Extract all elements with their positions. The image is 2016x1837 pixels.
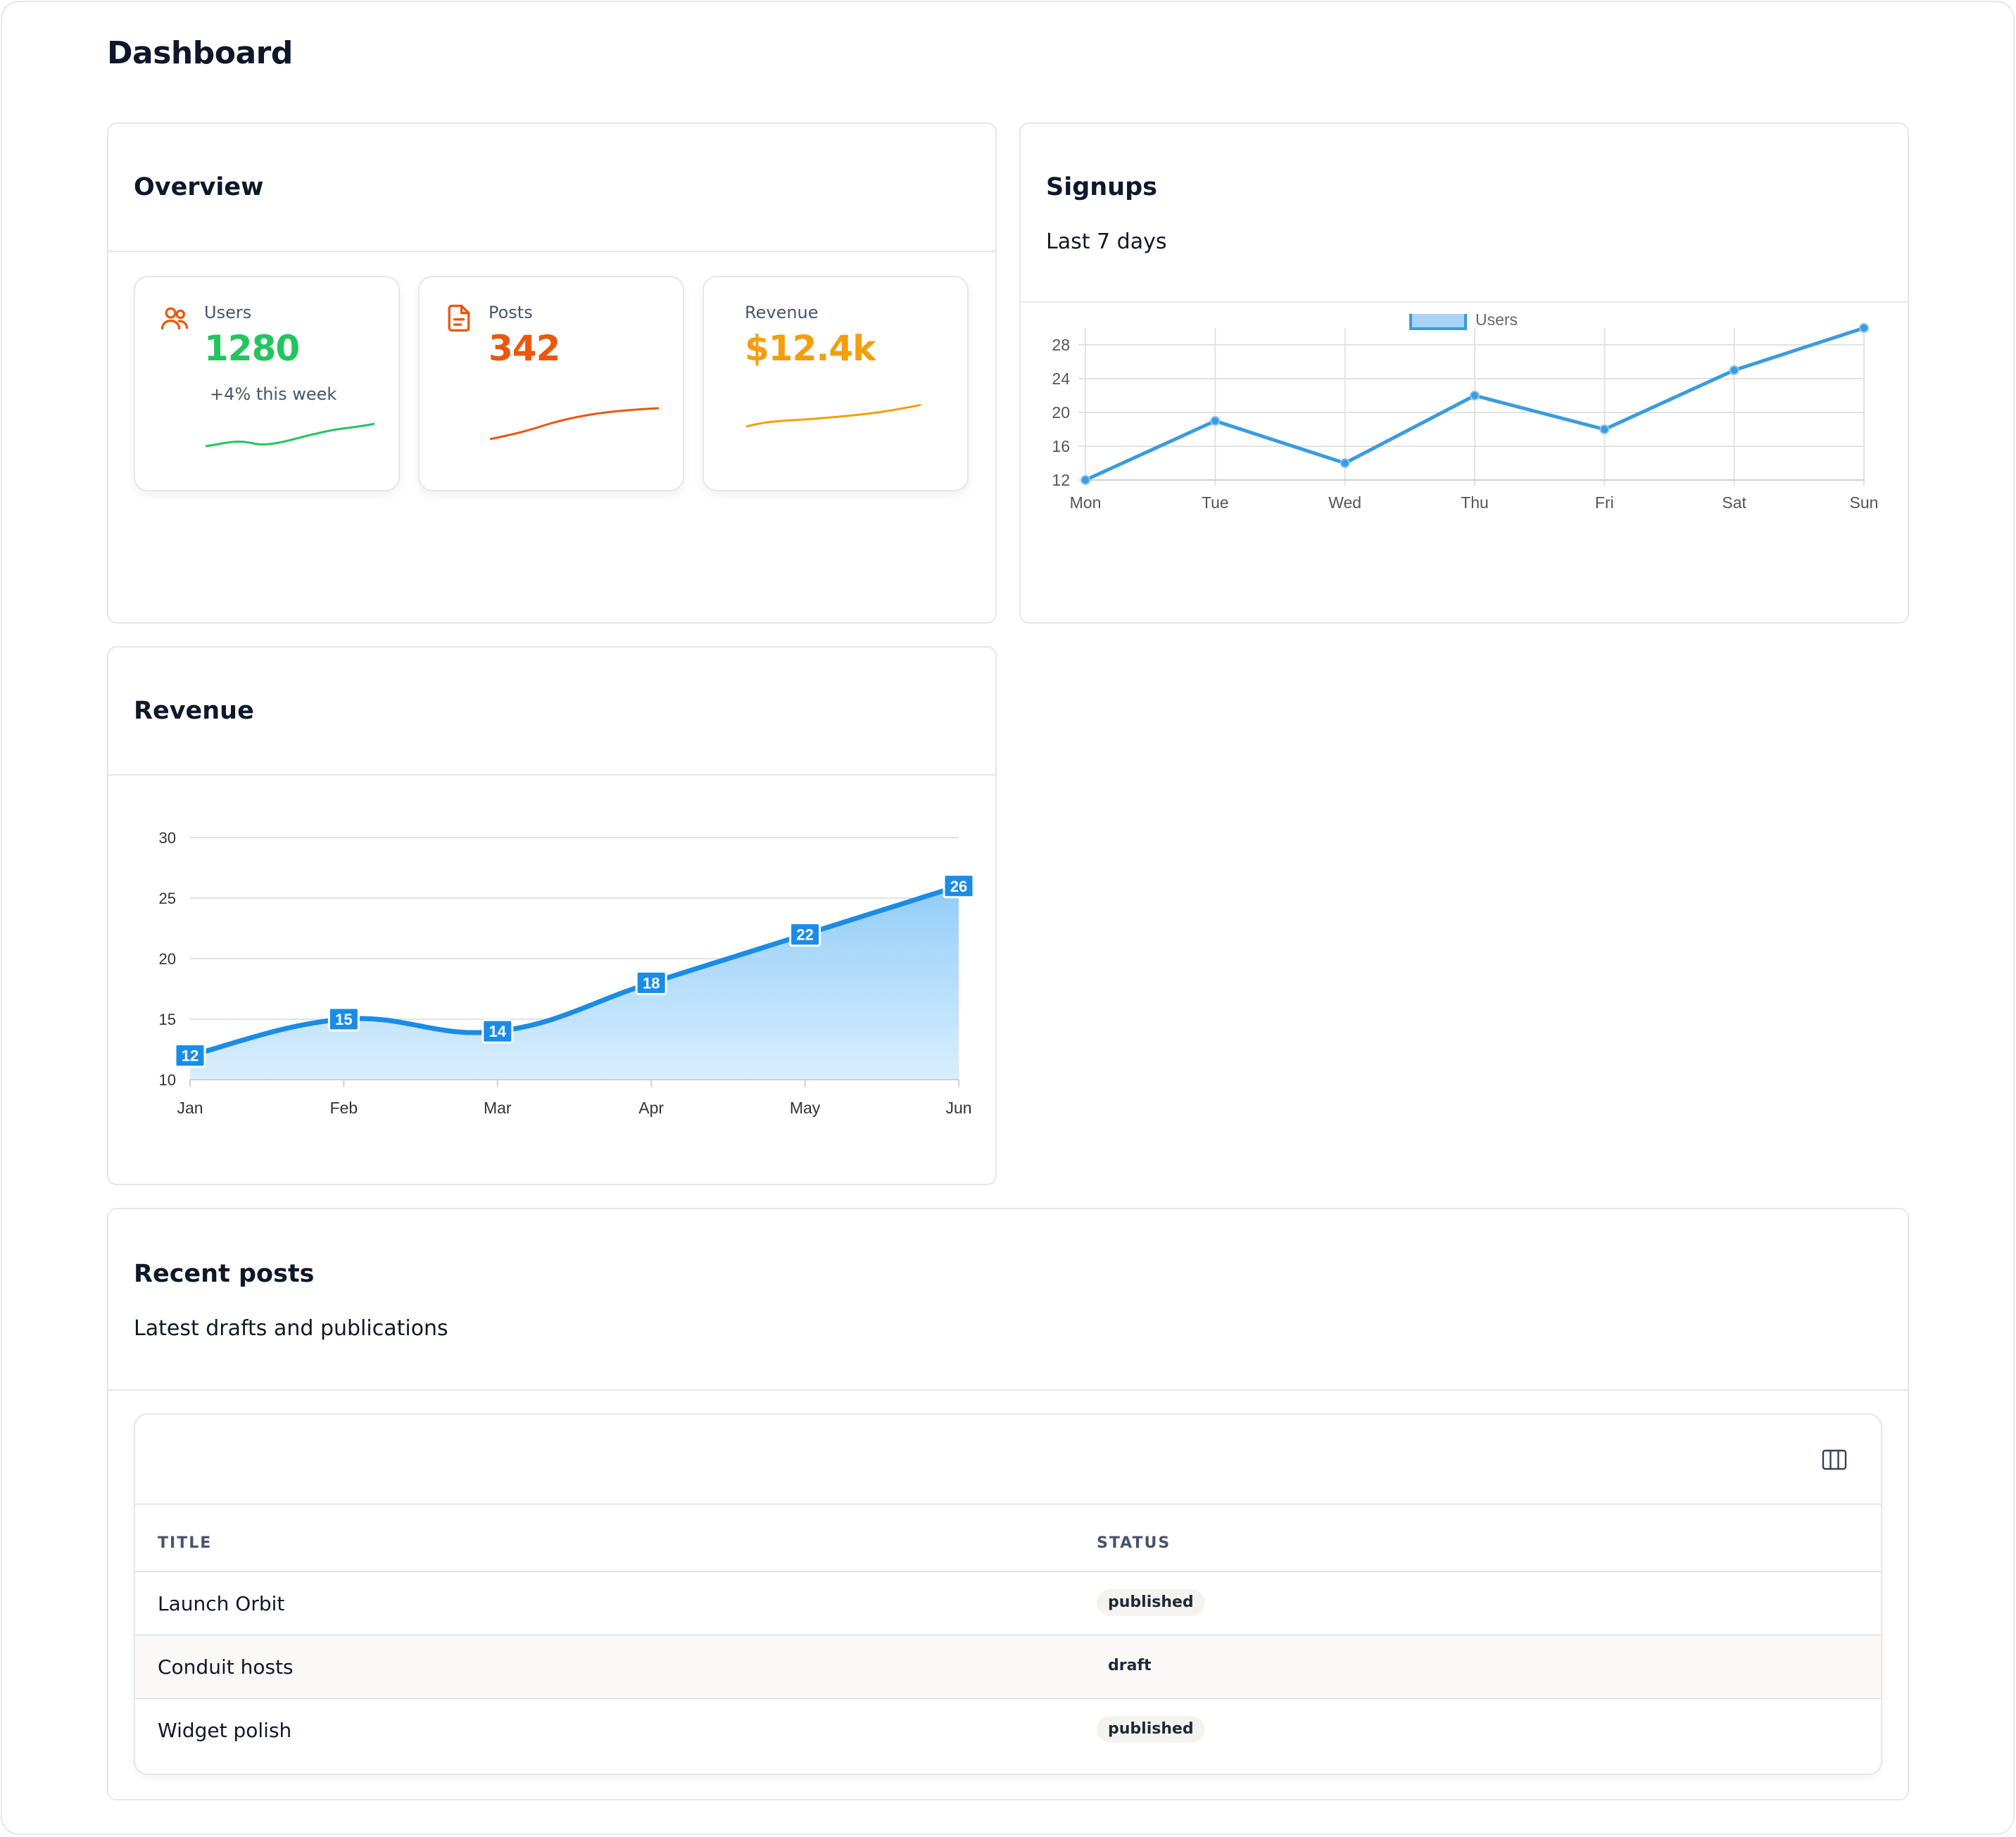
users-icon bbox=[160, 307, 189, 330]
revenue-divider bbox=[108, 774, 995, 776]
data-point bbox=[1599, 424, 1610, 434]
y-tick-label: 28 bbox=[1052, 336, 1070, 354]
y-tick-label: 20 bbox=[1052, 403, 1070, 422]
stat-label-posts: Posts bbox=[489, 303, 533, 322]
recent-posts-title: Recent posts bbox=[134, 1260, 315, 1288]
data-point bbox=[1470, 391, 1480, 400]
post-title: Launch Orbit bbox=[158, 1592, 285, 1615]
stat-value-users: 1280 bbox=[204, 328, 300, 369]
x-tick-label: Mon bbox=[1070, 493, 1102, 512]
status-badge: published bbox=[1097, 1589, 1205, 1616]
table-row[interactable]: Conduit hosts draft bbox=[135, 1634, 1881, 1698]
y-tick-label: 20 bbox=[159, 950, 176, 968]
y-tick-label: 16 bbox=[1052, 437, 1070, 455]
y-tick-label: 15 bbox=[159, 1011, 176, 1028]
x-tick-label: Thu bbox=[1461, 493, 1489, 512]
y-tick-label: 10 bbox=[159, 1071, 176, 1089]
data-point bbox=[1210, 416, 1221, 426]
status-badge: published bbox=[1097, 1716, 1205, 1743]
data-label: 18 bbox=[643, 974, 660, 992]
x-tick-label: Sat bbox=[1722, 493, 1746, 512]
data-point bbox=[1729, 365, 1739, 375]
recent-posts-divider bbox=[108, 1389, 1908, 1391]
data-label-bg bbox=[635, 970, 667, 995]
revenue-title: Revenue bbox=[134, 697, 254, 725]
x-tick-label: Jun bbox=[945, 1099, 971, 1117]
overview-title: Overview bbox=[134, 173, 264, 201]
y-tick-label: 24 bbox=[1052, 370, 1070, 388]
stat-card-revenue[interactable]: Revenue $12.4k bbox=[703, 276, 969, 491]
data-label-bg bbox=[174, 1043, 206, 1068]
revenue-card: Revenue 10 15 20 25 30 Jan Feb Mar Apr May Jun 12 15… bbox=[107, 646, 997, 1185]
sparkline-revenue bbox=[745, 404, 921, 428]
x-tick-label: Wed bbox=[1328, 493, 1361, 512]
column-header-status[interactable]: Status bbox=[1097, 1534, 1171, 1552]
area-line bbox=[187, 883, 962, 1059]
signups-card: Signups Last 7 days Users Mon Tue Wed Thu Fri… bbox=[1019, 122, 1909, 624]
y-tick-label: 25 bbox=[159, 890, 176, 907]
signups-subtitle: Last 7 days bbox=[1046, 229, 1167, 254]
x-tick-label: Sun bbox=[1850, 493, 1879, 512]
column-header-title[interactable]: Title bbox=[158, 1534, 213, 1552]
legend-label: Users bbox=[1475, 314, 1518, 329]
area-fill bbox=[190, 885, 959, 1080]
columns-icon[interactable] bbox=[1822, 1448, 1847, 1471]
data-label: 14 bbox=[489, 1023, 507, 1040]
data-label: 26 bbox=[950, 878, 967, 895]
page-title: Dashboard bbox=[107, 35, 293, 71]
sparkline-users bbox=[205, 422, 375, 448]
stat-label-revenue: Revenue bbox=[745, 303, 819, 322]
table-row[interactable]: Launch Orbit published bbox=[135, 1571, 1881, 1634]
signups-title: Signups bbox=[1046, 173, 1157, 201]
y-tick-label: 30 bbox=[159, 829, 176, 847]
recent-posts-subtitle: Latest drafts and publications bbox=[134, 1316, 448, 1341]
data-label: 15 bbox=[335, 1011, 352, 1028]
x-tick-label: Feb bbox=[330, 1099, 358, 1117]
stat-value-revenue: $12.4k bbox=[745, 328, 876, 369]
data-label-bg bbox=[481, 1018, 514, 1044]
data-point bbox=[1081, 475, 1090, 485]
data-label-bg bbox=[327, 1006, 360, 1032]
signups-divider bbox=[1021, 301, 1908, 303]
x-tick-label: May bbox=[790, 1099, 821, 1117]
signups-chart: Users Mon Tue Wed Thu Fri Sat Sun 12 16 20 24 28 bbox=[1052, 314, 1879, 512]
revenue-chart: 10 15 20 25 30 Jan Feb Mar Apr May Jun 12 15 14 18 22 26 bbox=[159, 829, 975, 1117]
x-tick-label: Apr bbox=[638, 1099, 664, 1117]
post-title: Conduit hosts bbox=[158, 1655, 294, 1679]
sparkline-posts bbox=[489, 407, 660, 441]
post-title: Widget polish bbox=[158, 1719, 292, 1742]
stat-value-posts: 342 bbox=[489, 328, 560, 369]
posts-table: Title Status Launch Orbit published Cond… bbox=[134, 1413, 1882, 1775]
x-tick-label: Jan bbox=[177, 1099, 203, 1117]
legend-swatch bbox=[1409, 314, 1467, 330]
overview-divider bbox=[108, 251, 995, 252]
x-tick-label: Tue bbox=[1202, 493, 1229, 512]
document-icon bbox=[448, 304, 470, 332]
x-tick-label: Fri bbox=[1595, 493, 1614, 512]
data-label: 12 bbox=[182, 1047, 199, 1065]
stat-label-users: Users bbox=[204, 303, 252, 322]
data-label-bg bbox=[943, 873, 975, 899]
data-label-bg bbox=[789, 922, 821, 947]
y-tick-label: 12 bbox=[1052, 471, 1070, 489]
status-badge: draft bbox=[1108, 1657, 1152, 1674]
stat-card-users[interactable]: Users 1280 +4% this week bbox=[134, 276, 400, 491]
stat-delta-users: +4% this week bbox=[210, 384, 337, 404]
data-point bbox=[1340, 458, 1350, 468]
data-point bbox=[1859, 323, 1869, 333]
x-tick-label: Mar bbox=[484, 1099, 512, 1117]
table-row[interactable]: Widget polish published bbox=[135, 1698, 1881, 1761]
data-label: 22 bbox=[796, 926, 813, 944]
stat-card-posts[interactable]: Posts 342 bbox=[418, 276, 684, 491]
table-toolbar bbox=[135, 1415, 1881, 1505]
